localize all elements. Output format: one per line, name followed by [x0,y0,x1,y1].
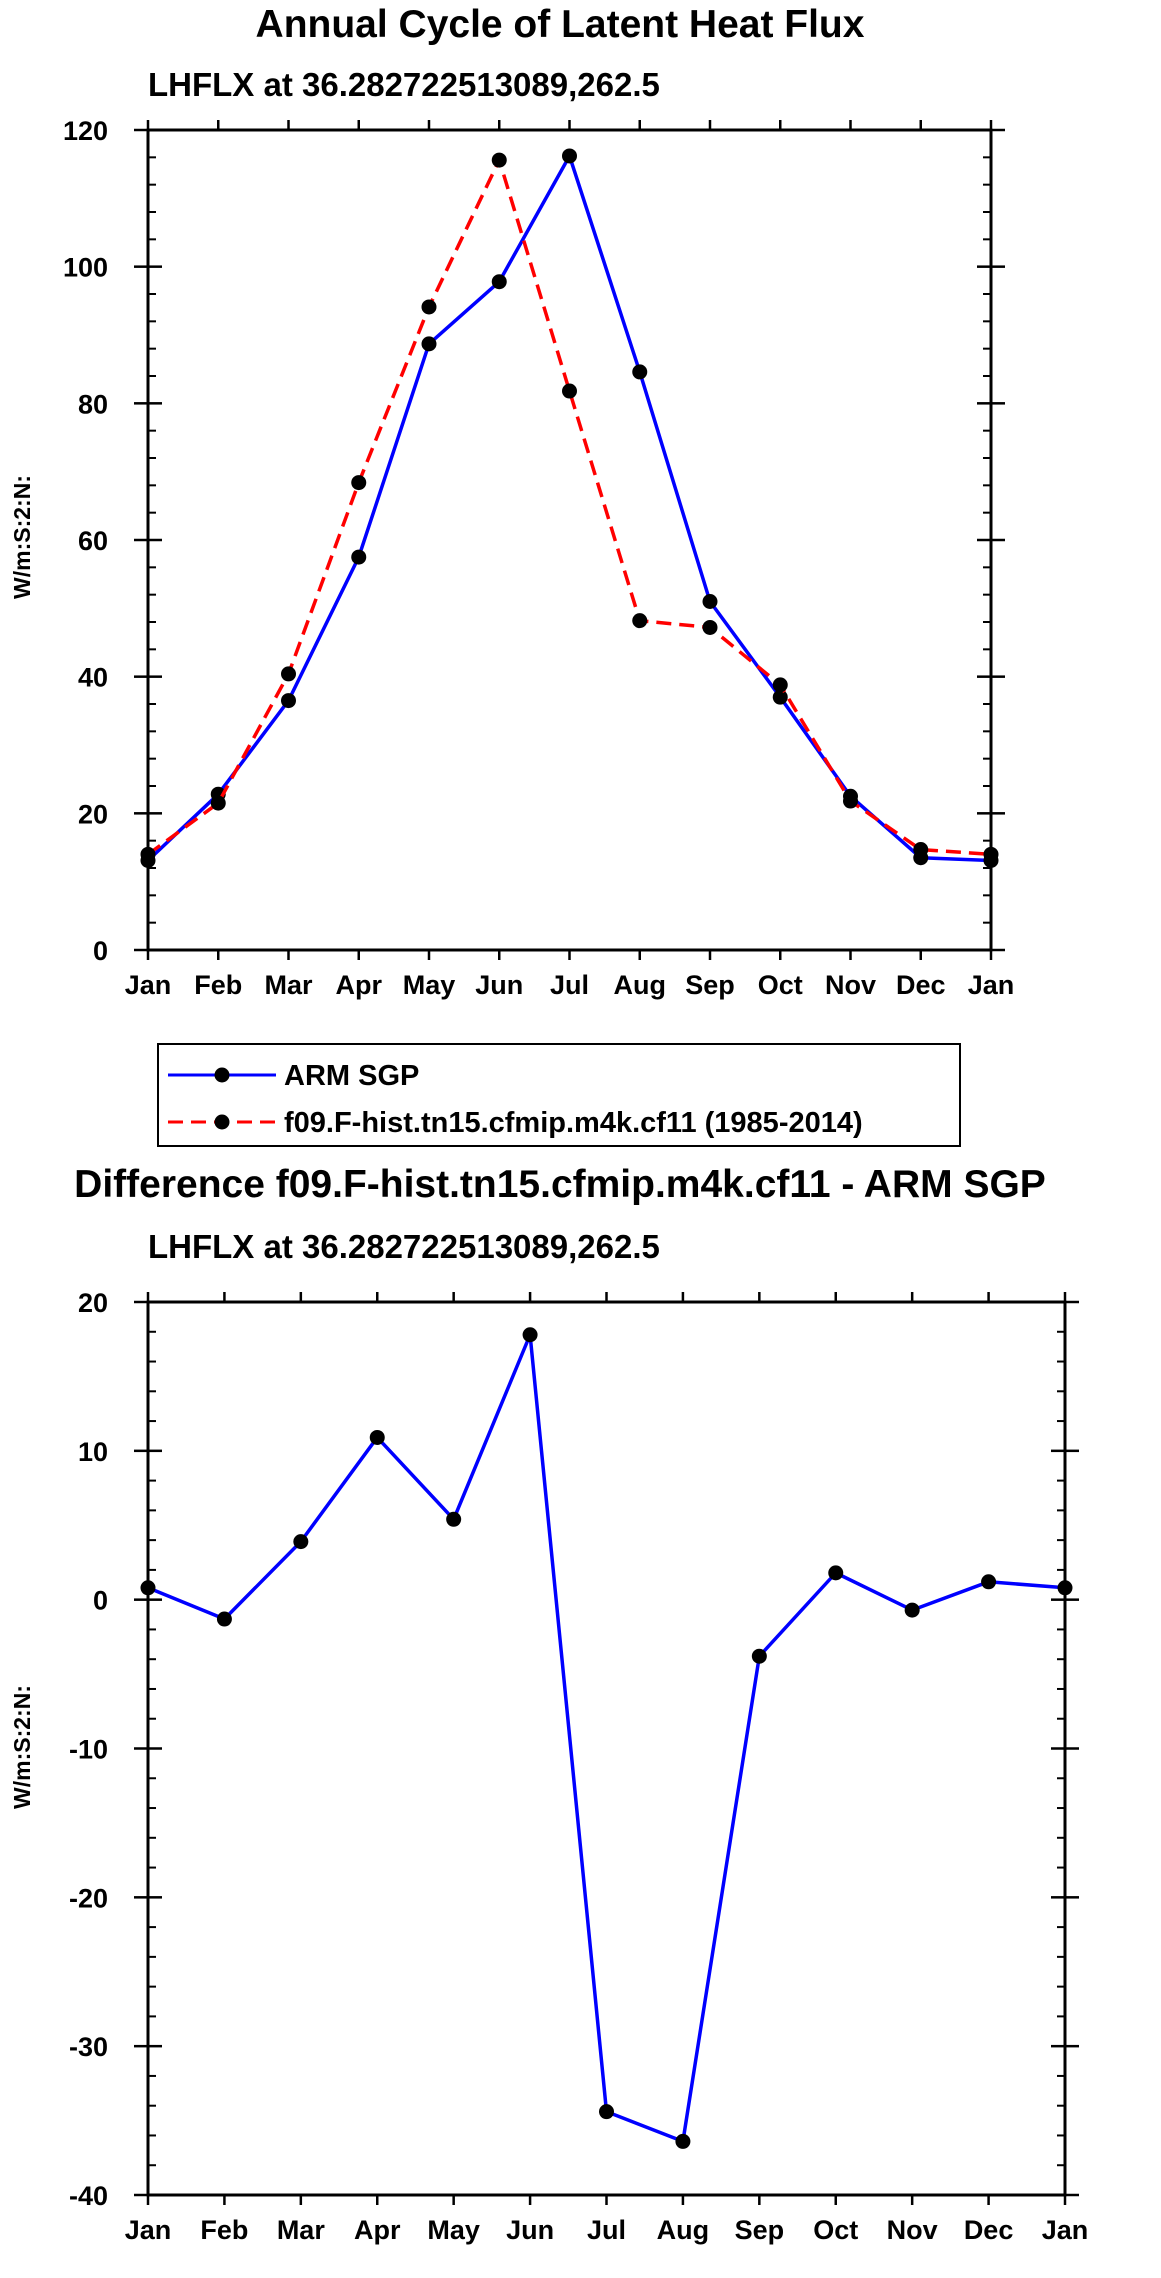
x-tick-label: Nov [887,2215,938,2245]
x-tick-label: Jan [968,970,1015,1000]
plot-frame [146,128,993,952]
series-line-f09-f-hist-tn15-cfmip-m4k-cf11-1985-2014 [146,158,992,857]
difference-chart: Difference f09.F-hist.tn15.cfmip.m4k.cf1… [9,1163,1088,2245]
data-point-arm-sgp [491,274,507,290]
data-point-difference [828,1565,844,1581]
data-point-f09-f-hist-tn15-cfmip-m4k-cf11-1985-2014 [632,613,648,629]
legend-label-arm-sgp: ARM SGP [284,1060,419,1092]
data-point-arm-sgp [632,364,648,380]
y-tick-label: 10 [78,1437,108,1467]
data-point-difference [1057,1580,1073,1596]
legend-label-model: f09.F-hist.tn15.cfmip.m4k.cf11 (1985-201… [284,1107,863,1139]
data-point-difference [369,1429,385,1445]
chart-subtitle: LHFLX at 36.282722513089,262.5 [148,66,660,103]
x-tick-label: Jan [125,970,172,1000]
data-point-arm-sgp [351,549,367,565]
data-point-difference [293,1534,309,1550]
data-point-difference [904,1602,920,1618]
legend-box [157,1043,961,1147]
y-tick-label: -40 [69,2181,108,2211]
x-tick-label: Jun [475,970,523,1000]
x-tick-label: May [427,2215,480,2245]
x-tick-label: Oct [758,970,803,1000]
chart-title: Difference f09.F-hist.tn15.cfmip.m4k.cf1… [74,1163,1046,1206]
data-point-f09-f-hist-tn15-cfmip-m4k-cf11-1985-2014 [281,666,296,682]
series-group [140,148,999,868]
data-point-f09-f-hist-tn15-cfmip-m4k-cf11-1985-2014 [562,383,577,399]
y-tick-label: 20 [78,1288,108,1318]
x-tick-label: Aug [657,2215,709,2245]
data-point-difference [216,1611,232,1627]
data-point-arm-sgp [421,336,437,352]
y-tick-label: 0 [93,1586,108,1616]
y-tick-label: 80 [78,389,108,419]
y-tick-label: 0 [93,936,108,966]
data-point-difference [446,1511,462,1527]
x-tick-label: Jul [550,970,589,1000]
x-tick-label: Jan [125,2215,172,2245]
series-line-difference [147,1332,1066,2144]
data-point-f09-f-hist-tn15-cfmip-m4k-cf11-1985-2014 [491,152,507,168]
data-point-f09-f-hist-tn15-cfmip-m4k-cf11-1985-2014 [421,299,437,315]
data-point-difference [675,2133,691,2149]
chart-subtitle: LHFLX at 36.282722513089,262.5 [148,1228,660,1265]
data-point-difference [522,1327,538,1343]
data-point-arm-sgp [281,693,296,709]
y-tick-label: 60 [78,526,108,556]
data-point-arm-sgp [562,148,577,164]
y-tick-label: 40 [78,663,108,693]
series-group [140,1327,1073,2149]
x-tick-label: Mar [264,970,313,1000]
data-point-f09-f-hist-tn15-cfmip-m4k-cf11-1985-2014 [913,842,929,858]
data-point-f09-f-hist-tn15-cfmip-m4k-cf11-1985-2014 [702,619,718,635]
data-point-difference [140,1580,156,1596]
legend: ARM SGP f09.F-hist.tn15.cfmip.m4k.cf11 (… [157,1043,961,1147]
x-tick-label: May [403,970,456,1000]
tick-group: Jan Feb Mar Apr May Jun Jul Aug Sep Oct Nov Dec Jan 0… [63,116,1014,1000]
data-point-difference [751,1648,767,1664]
y-tick-label: 100 [63,253,108,283]
data-point-f09-f-hist-tn15-cfmip-m4k-cf11-1985-2014 [983,846,999,862]
legend-marker-model [214,1114,230,1130]
x-tick-label: Aug [614,970,666,1000]
x-tick-label: Jul [587,2215,626,2245]
x-tick-label: Dec [964,2215,1014,2245]
series-line-arm-sgp [146,154,992,863]
y-tick-label: 20 [78,799,108,829]
x-tick-label: Apr [354,2215,401,2245]
x-tick-label: Mar [277,2215,326,2245]
x-tick-label: Dec [896,970,946,1000]
x-tick-label: Sep [685,970,735,1000]
x-tick-label: Feb [194,970,242,1000]
x-tick-label: Nov [825,970,876,1000]
x-tick-label: Feb [200,2215,248,2245]
legend-marker-arm-sgp [214,1067,230,1083]
y-axis-label: W/m:S:2:N: [9,1685,35,1809]
data-point-f09-f-hist-tn15-cfmip-m4k-cf11-1985-2014 [140,846,156,862]
y-tick-label: -10 [69,1735,108,1765]
x-tick-label: Jan [1042,2215,1089,2245]
data-point-f09-f-hist-tn15-cfmip-m4k-cf11-1985-2014 [772,677,788,693]
tick-group: Jan Feb Mar Apr May Jun Jul Aug Sep Oct Nov Dec Jan-… [69,1288,1088,2245]
data-point-arm-sgp [772,689,788,705]
chart-title: Annual Cycle of Latent Heat Flux [256,3,865,46]
annual-cycle-chart: Annual Cycle of Latent Heat Flux LHFLX a… [9,3,1014,1147]
y-tick-label: -20 [69,1883,108,1913]
data-point-f09-f-hist-tn15-cfmip-m4k-cf11-1985-2014 [843,793,858,809]
plot-frame [146,1300,1067,2197]
y-tick-label: -30 [69,2032,108,2062]
data-point-arm-sgp [702,594,718,609]
x-tick-label: Apr [336,970,383,1000]
x-tick-label: Jun [506,2215,554,2245]
data-point-difference [599,2104,614,2120]
data-point-difference [981,1574,997,1590]
x-tick-label: Sep [735,2215,785,2245]
y-tick-label: 120 [63,116,108,146]
data-point-f09-f-hist-tn15-cfmip-m4k-cf11-1985-2014 [210,795,226,811]
y-axis-label: W/m:S:2:N: [9,475,35,599]
data-point-f09-f-hist-tn15-cfmip-m4k-cf11-1985-2014 [351,475,367,491]
x-tick-label: Oct [813,2215,858,2245]
